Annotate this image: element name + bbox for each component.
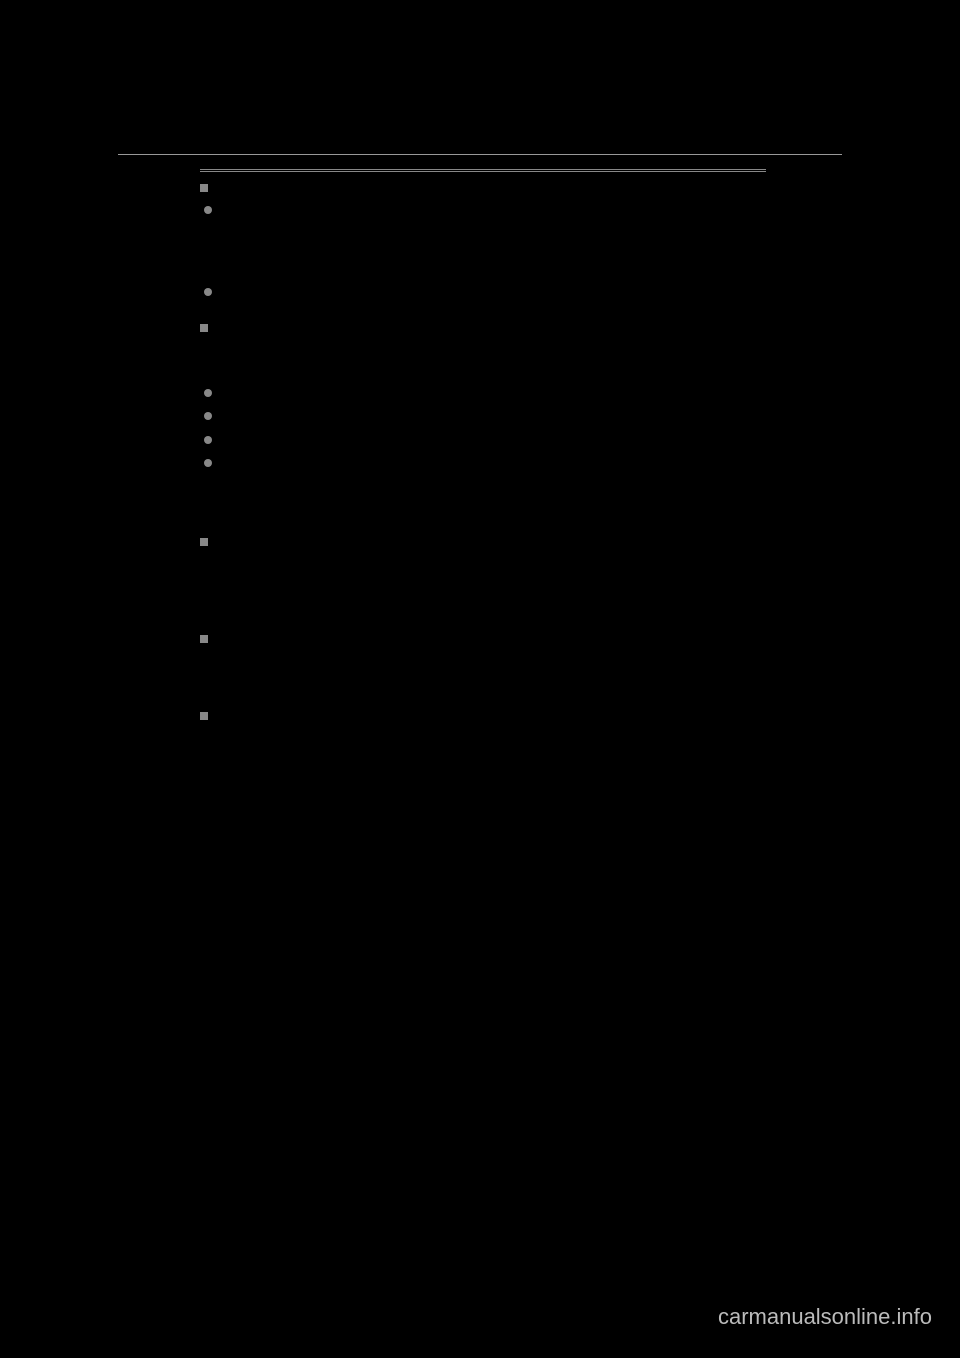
bullet-item: When the parked vehicle goes and leave b… — [204, 385, 766, 405]
bullet-item: Depending on the damage or movement to t… — [204, 284, 766, 304]
body-text: Other than the above, depending on the c… — [216, 479, 766, 518]
bullet-text: When backing up on road with gradient fr… — [220, 455, 740, 475]
section-heading: Situations in which the system may not o… — [200, 320, 766, 338]
bullet-item: When a vehicle parked parallel start to … — [204, 408, 766, 428]
body-text: There may be a sensor problem or voltage… — [216, 730, 766, 769]
round-bullet-icon — [204, 288, 212, 296]
square-bullet-icon — [200, 712, 208, 720]
round-bullet-icon — [204, 459, 212, 467]
section: Correction of display and buzzer Dependin… — [200, 534, 766, 615]
body-text: Even if there are no problems with the b… — [216, 653, 766, 692]
body-text: In some situations such as the following… — [216, 342, 766, 381]
square-bullet-icon — [200, 324, 208, 332]
square-bullet-icon — [200, 538, 208, 546]
bullet-item: When a sensor is covered with water drop… — [204, 202, 766, 280]
bullet-text: When a vehicle parked parallel start to … — [220, 408, 552, 428]
bullet-text: When the parked vehicle goes and leave b… — [220, 385, 529, 405]
heading-text: Situations in which the sensors may not … — [216, 180, 571, 198]
section: Situations in which the system may not o… — [200, 320, 766, 518]
section-heading: If "RCTA Unavailable" is displayed on th… — [200, 708, 766, 726]
bullet-item: When backing up on road with gradient fr… — [204, 455, 766, 475]
section: Buzzer Even if there are no problems with… — [200, 631, 766, 692]
section: If "RCTA Unavailable" is displayed on th… — [200, 708, 766, 769]
round-bullet-icon — [204, 436, 212, 444]
section-heading: Situations in which the sensors may not … — [200, 180, 766, 198]
round-bullet-icon — [204, 206, 212, 214]
bullet-text: Depending on the damage or movement to t… — [220, 284, 758, 304]
content-box: Situations in which the sensors may not … — [200, 169, 766, 769]
round-bullet-icon — [204, 389, 212, 397]
square-bullet-icon — [200, 184, 208, 192]
section-heading: Buzzer — [200, 631, 766, 649]
heading-text: If "RCTA Unavailable" is displayed on th… — [216, 708, 630, 726]
page-number: 248 — [118, 130, 141, 146]
bullet-item: A vehicle is traveling from the far side… — [204, 432, 766, 452]
watermark: carmanualsonline.info — [718, 1304, 932, 1330]
section: Situations in which the sensors may not … — [200, 180, 766, 304]
square-bullet-icon — [200, 635, 208, 643]
section-title: 4-5. Using the driving support systems — [604, 130, 842, 146]
heading-text: Situations in which the system may not o… — [216, 320, 566, 338]
page-header: 248 4-5. Using the driving support syste… — [118, 130, 842, 155]
section-heading: Correction of display and buzzer — [200, 534, 766, 552]
bullet-text: When a sensor is covered with water drop… — [220, 202, 766, 280]
bullet-text: A vehicle is traveling from the far side… — [220, 432, 526, 452]
body-text: Depending on the displayed content or bu… — [216, 556, 766, 615]
heading-text: Correction of display and buzzer — [216, 534, 418, 552]
heading-text: Buzzer — [216, 631, 259, 649]
page-container: 248 4-5. Using the driving support syste… — [118, 130, 842, 785]
round-bullet-icon — [204, 412, 212, 420]
